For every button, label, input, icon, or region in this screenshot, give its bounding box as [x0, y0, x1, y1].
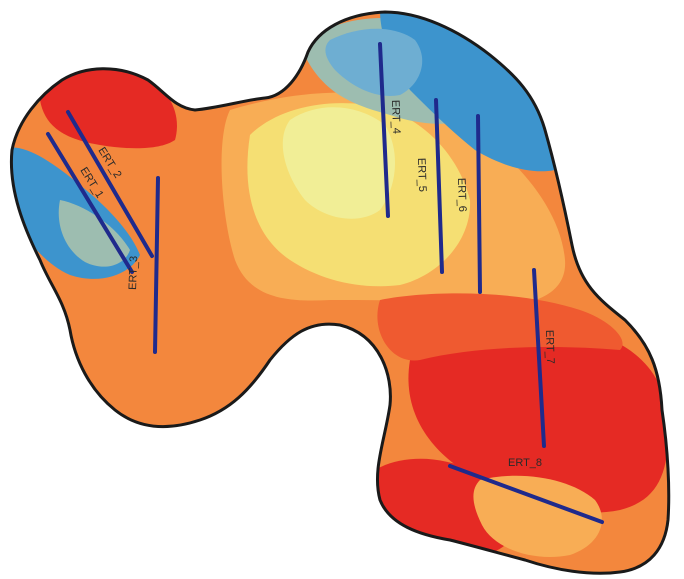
orange-red-zone: [377, 293, 623, 361]
blue-zone-northeast: [380, 12, 557, 172]
survey-line-ert_3: [153, 176, 160, 354]
site-boundary: [9, 10, 671, 575]
red-zone-southeast: [408, 326, 669, 513]
survey-line-label-ert_7: ERT_7: [543, 330, 556, 364]
survey-line-label-ert_5: ERT_5: [415, 158, 428, 192]
survey-line-ert_7: [532, 268, 546, 448]
survey-line-ert_8: [448, 464, 604, 524]
light-orange-zone-south: [473, 475, 602, 557]
survey-line-ert_2: [66, 110, 154, 258]
red-zone-northwest: [40, 68, 177, 149]
survey-line-ert_4: [378, 42, 390, 218]
survey-line-label-ert_4: ERT_4: [389, 100, 402, 134]
survey-line-label-ert_3: ERT_3: [127, 256, 140, 290]
survey-line-ert_5: [434, 98, 444, 274]
survey-line-label-ert_6: ERT_6: [455, 178, 468, 212]
survey-line-label-ert_8: ERT_8: [508, 457, 542, 469]
light-blue-zone-northeast: [325, 28, 423, 96]
grey-green-zone-west: [58, 200, 130, 267]
survey-line-ert_6: [476, 114, 482, 294]
survey-line-ert_1: [46, 132, 134, 274]
pale-yellow-zone: [282, 107, 396, 219]
